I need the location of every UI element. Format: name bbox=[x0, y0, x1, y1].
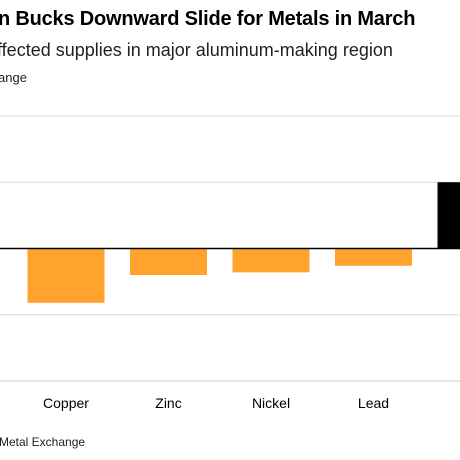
unit-label: ange bbox=[0, 70, 27, 85]
x-tick-label: Zinc bbox=[155, 395, 181, 411]
bar-nickel bbox=[232, 248, 310, 273]
bar-zinc bbox=[130, 248, 207, 275]
source-note: Metal Exchange bbox=[0, 435, 86, 449]
x-tick-label: Lead bbox=[358, 395, 389, 411]
x-tick-label: Nickel bbox=[252, 395, 290, 411]
chart-subtitle: ffected supplies in major aluminum-makin… bbox=[0, 40, 393, 60]
chart-title: n Bucks Downward Slide for Metals in Mar… bbox=[0, 8, 416, 30]
x-tick-label: Copper bbox=[43, 395, 89, 411]
bar-copper bbox=[27, 248, 105, 303]
bar-lead bbox=[335, 248, 412, 266]
bar-alum bbox=[437, 182, 460, 249]
